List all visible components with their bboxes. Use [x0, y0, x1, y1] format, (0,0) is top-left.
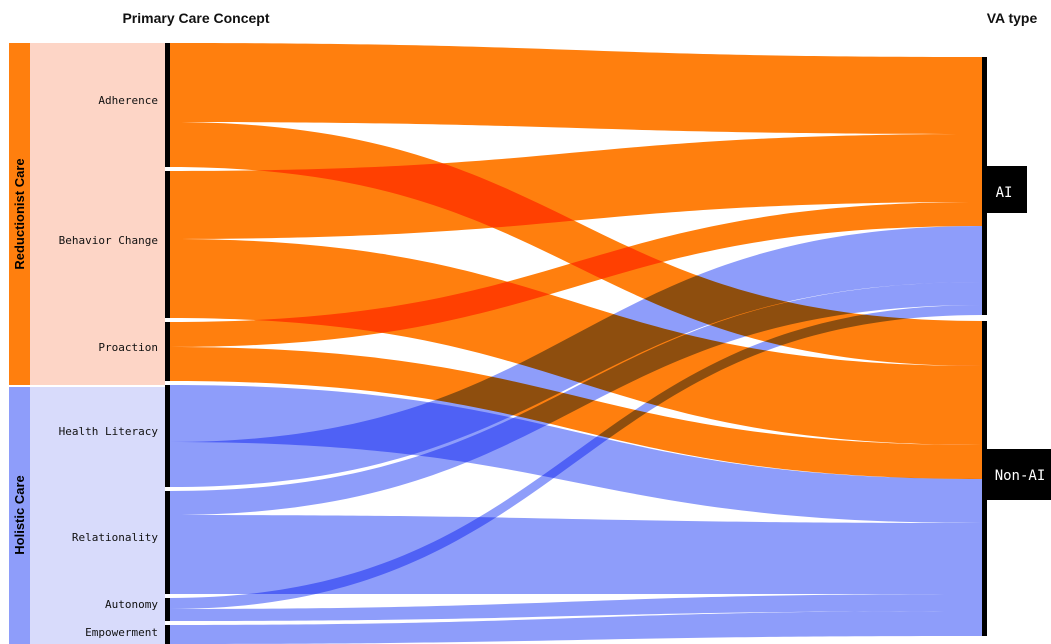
node-label-empowerment: Empowerment	[85, 626, 158, 639]
node-label-relationality: Relationality	[72, 531, 158, 544]
category-band-holistic	[30, 387, 165, 644]
category-bands	[9, 43, 165, 644]
node-bar-proaction	[165, 322, 170, 381]
flow-autonomy-to-nonai	[170, 594, 982, 621]
category-strip-reductionist	[9, 43, 30, 385]
node-label-behavior-change: Behavior Change	[59, 234, 158, 247]
flow-empowerment-to-nonai	[170, 611, 982, 644]
flow-proaction-to-ai	[170, 202, 982, 347]
flow-autonomy-to-ai	[170, 305, 982, 609]
node-label-proaction: Proaction	[98, 341, 158, 354]
target-boxes	[982, 166, 1051, 500]
node-bar-empowerment	[165, 625, 170, 644]
node-bar-autonomy	[165, 598, 170, 621]
target-box-nonai	[982, 449, 1051, 500]
category-label-reductionist: Reductionist Care	[12, 158, 27, 269]
header-primary-care-concept: Primary Care Concept	[122, 10, 269, 26]
node-bar-behavior	[165, 171, 170, 318]
node-label-health-literacy: Health Literacy	[59, 425, 159, 438]
target-box-ai	[982, 166, 1027, 213]
category-band-reductionist	[30, 43, 165, 385]
node-bar-literacy	[165, 385, 170, 487]
category-label-holistic: Holistic Care	[12, 475, 27, 554]
flow-adherence-to-ai	[170, 43, 982, 134]
target-label-non-ai: Non-AI	[995, 468, 1046, 484]
node-bar-adherence	[165, 43, 170, 167]
flow-relationality-to-nonai	[170, 515, 982, 594]
category-strip-holistic	[9, 387, 30, 644]
flow-literacy-to-ai	[170, 226, 982, 487]
node-label-autonomy: Autonomy	[105, 598, 158, 611]
node-label-adherence: Adherence	[98, 94, 158, 107]
flow-proaction-to-nonai	[170, 347, 982, 479]
node-bar-relationality	[165, 491, 170, 594]
flow-links	[170, 43, 982, 644]
flow-relationality-to-ai	[170, 282, 982, 515]
target-label-ai: AI	[996, 185, 1013, 201]
flow-behavior-to-ai	[170, 134, 982, 239]
header-va-type: VA type	[987, 10, 1038, 26]
